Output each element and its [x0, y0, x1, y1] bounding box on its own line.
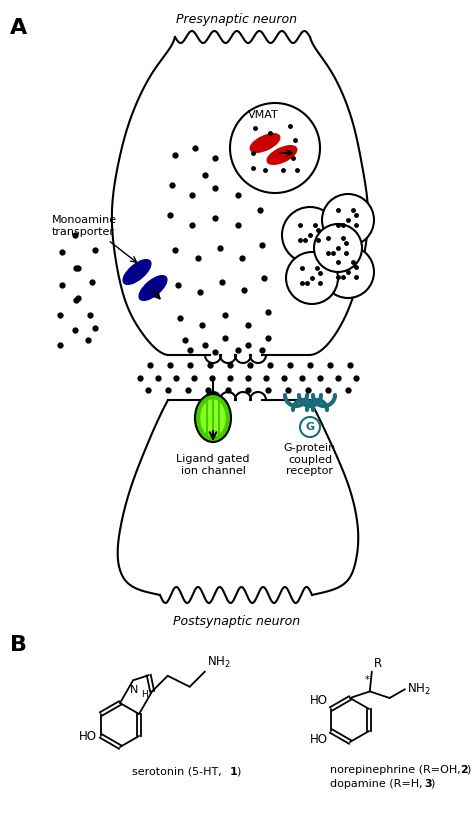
Text: dopamine (R=H,: dopamine (R=H, [330, 779, 426, 789]
Text: norepinephrine (R=OH,: norepinephrine (R=OH, [330, 765, 464, 775]
Text: HO: HO [79, 729, 97, 743]
Text: serotonin (5-HT,: serotonin (5-HT, [132, 767, 225, 777]
Circle shape [286, 252, 338, 304]
Text: ): ) [466, 765, 470, 775]
Text: A: A [10, 18, 27, 38]
Text: G-protein
coupled
receptor: G-protein coupled receptor [284, 443, 336, 476]
Text: B: B [10, 635, 27, 655]
Text: *: * [365, 675, 370, 685]
Text: Ligand gated
ion channel: Ligand gated ion channel [176, 454, 250, 475]
Text: 3: 3 [424, 779, 432, 789]
Text: HO: HO [310, 694, 328, 707]
Text: ): ) [430, 779, 434, 789]
Text: ): ) [236, 767, 240, 777]
Text: N: N [130, 685, 138, 696]
Text: Postsynaptic neuron: Postsynaptic neuron [173, 615, 301, 628]
Text: 2: 2 [460, 765, 468, 775]
Ellipse shape [195, 394, 231, 442]
Text: NH$_2$: NH$_2$ [207, 654, 231, 669]
Circle shape [322, 194, 374, 246]
Circle shape [322, 246, 374, 298]
Text: HO: HO [310, 733, 328, 746]
Ellipse shape [139, 276, 167, 301]
Circle shape [300, 417, 320, 437]
Text: H: H [141, 690, 148, 700]
Circle shape [230, 103, 320, 193]
Text: G: G [305, 422, 315, 432]
Ellipse shape [267, 145, 297, 165]
Circle shape [282, 207, 338, 263]
Circle shape [314, 224, 362, 272]
Text: Monoamine
transporter: Monoamine transporter [52, 215, 117, 237]
Text: 1: 1 [230, 767, 238, 777]
Text: R: R [374, 657, 382, 669]
Ellipse shape [250, 134, 280, 152]
Ellipse shape [201, 400, 225, 436]
Text: NH$_2$: NH$_2$ [407, 681, 431, 696]
Ellipse shape [123, 260, 151, 285]
Text: VMAT: VMAT [247, 110, 278, 120]
Text: Presynaptic neuron: Presynaptic neuron [176, 13, 298, 26]
